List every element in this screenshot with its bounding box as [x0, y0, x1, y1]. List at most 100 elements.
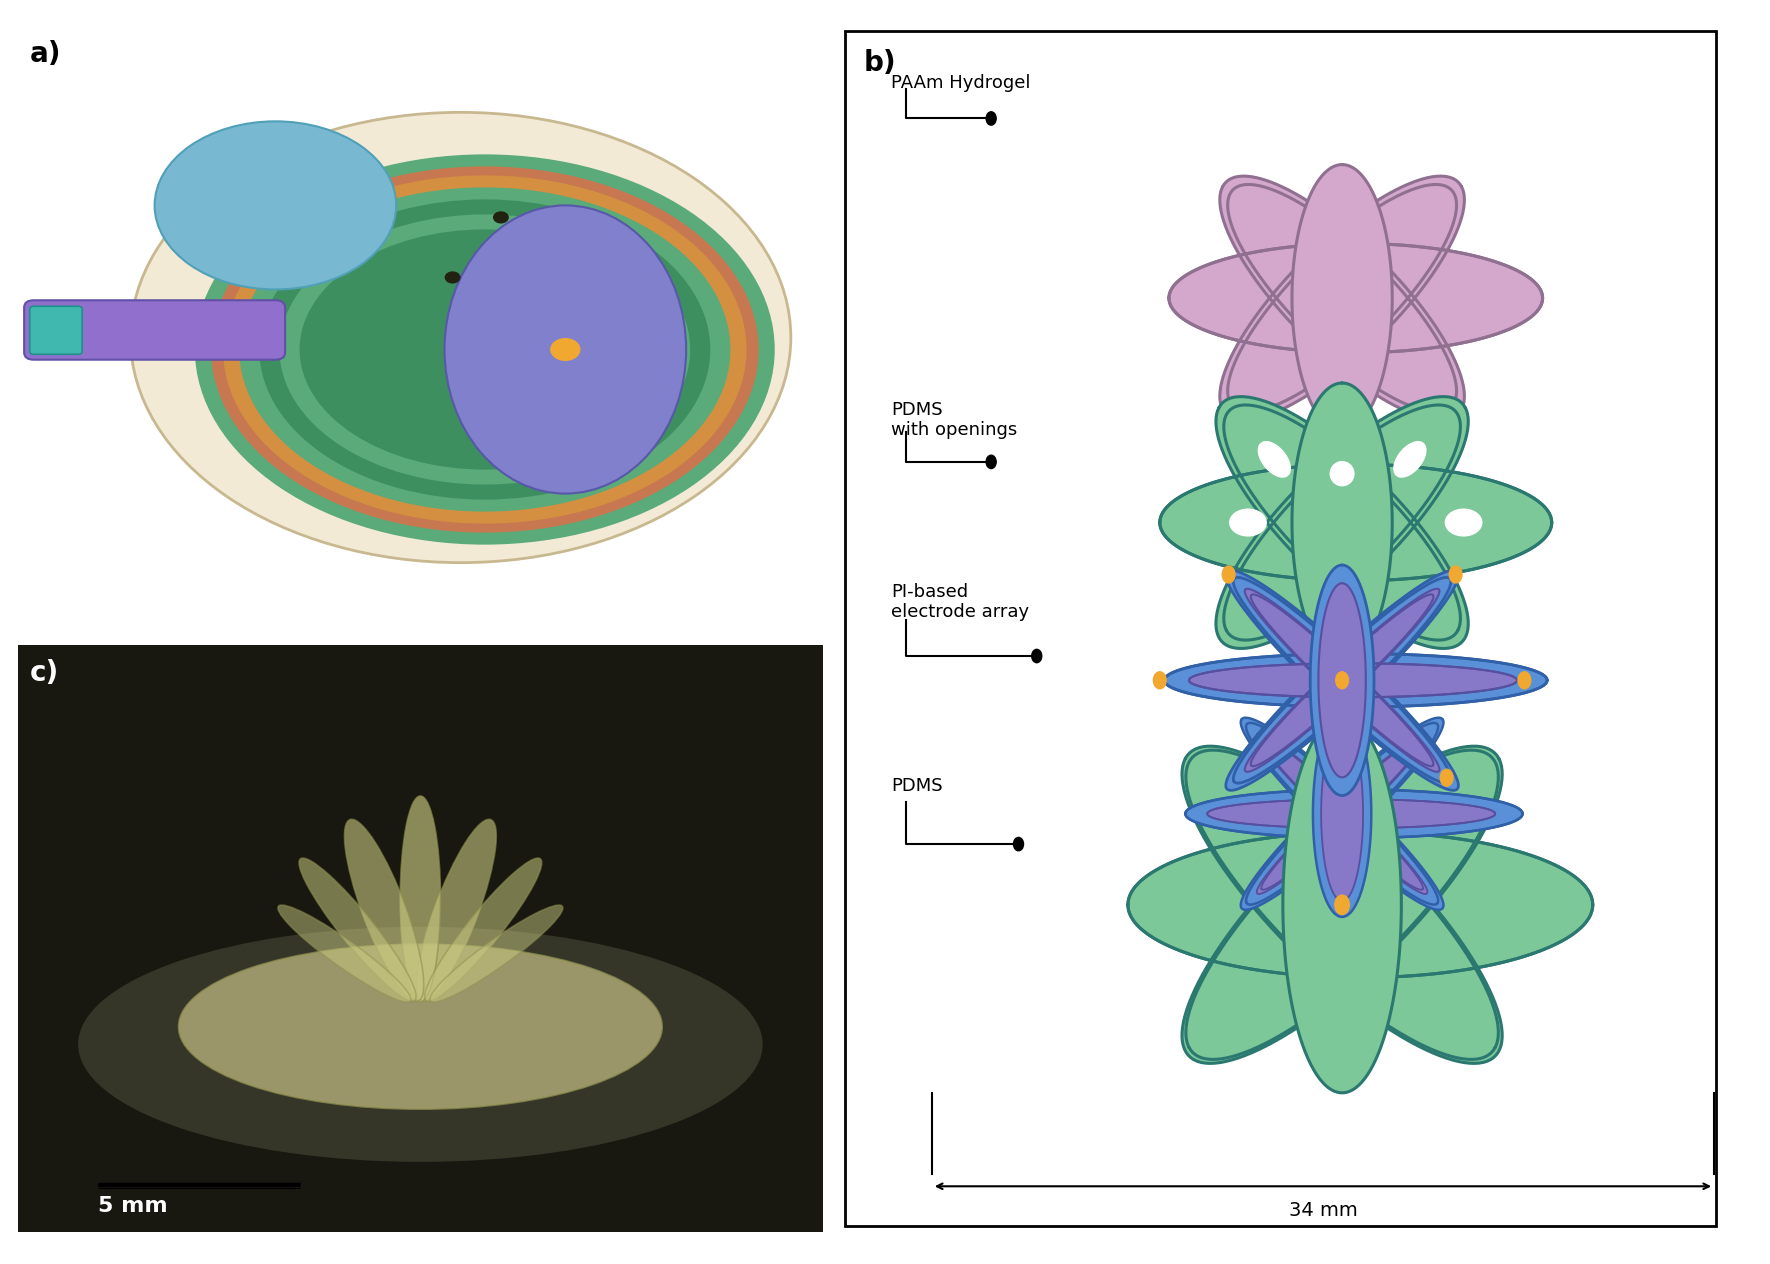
Polygon shape [1246, 723, 1437, 905]
Polygon shape [1329, 627, 1356, 733]
Circle shape [446, 272, 460, 283]
Polygon shape [1165, 653, 1547, 707]
Polygon shape [1308, 820, 1377, 990]
Ellipse shape [278, 905, 411, 1002]
Ellipse shape [179, 944, 662, 1109]
Polygon shape [1234, 578, 1451, 784]
Polygon shape [1189, 664, 1517, 698]
Polygon shape [1207, 799, 1496, 828]
Polygon shape [1159, 464, 1552, 580]
Text: 34 mm: 34 mm [1289, 1201, 1358, 1220]
Polygon shape [1292, 164, 1393, 431]
Polygon shape [1228, 185, 1457, 412]
Polygon shape [1186, 790, 1522, 838]
Ellipse shape [154, 121, 396, 289]
Circle shape [1335, 895, 1349, 914]
Polygon shape [1308, 219, 1377, 377]
Text: a): a) [30, 40, 62, 68]
Polygon shape [1159, 464, 1552, 580]
Ellipse shape [1258, 441, 1290, 477]
Circle shape [1336, 671, 1349, 689]
Polygon shape [1257, 733, 1427, 894]
Polygon shape [1310, 450, 1374, 595]
Ellipse shape [239, 187, 731, 512]
Polygon shape [1331, 767, 1354, 860]
Ellipse shape [444, 206, 687, 493]
Polygon shape [1234, 578, 1451, 784]
Text: 5 mm: 5 mm [99, 1196, 168, 1216]
Text: PDMS: PDMS [890, 777, 942, 795]
Ellipse shape [1446, 509, 1481, 536]
Polygon shape [1257, 733, 1427, 894]
Circle shape [1223, 566, 1235, 583]
Polygon shape [1313, 710, 1372, 916]
Ellipse shape [260, 200, 710, 499]
Polygon shape [1244, 589, 1439, 772]
Polygon shape [1216, 397, 1469, 648]
Polygon shape [1168, 244, 1543, 353]
Text: PDMS
with openings: PDMS with openings [890, 401, 1018, 440]
Polygon shape [1182, 746, 1503, 1063]
Polygon shape [1220, 176, 1464, 420]
Text: c): c) [30, 660, 58, 688]
Ellipse shape [131, 112, 791, 562]
Polygon shape [1165, 653, 1547, 707]
Polygon shape [1227, 570, 1458, 790]
Polygon shape [1244, 589, 1439, 772]
Polygon shape [1251, 594, 1434, 766]
Circle shape [1450, 566, 1462, 583]
Circle shape [1519, 671, 1531, 689]
Polygon shape [1251, 594, 1434, 766]
Circle shape [494, 212, 508, 222]
Ellipse shape [430, 905, 563, 1002]
Ellipse shape [211, 167, 759, 532]
Circle shape [1441, 770, 1453, 786]
Polygon shape [1241, 718, 1444, 910]
Polygon shape [1189, 664, 1517, 698]
Ellipse shape [78, 927, 763, 1162]
Ellipse shape [345, 819, 423, 1001]
Text: b): b) [864, 49, 896, 77]
Circle shape [986, 111, 997, 125]
Polygon shape [1228, 185, 1457, 412]
Ellipse shape [195, 154, 775, 545]
Polygon shape [1320, 727, 1363, 901]
Ellipse shape [223, 176, 747, 523]
Polygon shape [1186, 750, 1499, 1059]
Ellipse shape [400, 796, 441, 1001]
Polygon shape [1262, 738, 1423, 890]
Polygon shape [1223, 404, 1460, 640]
FancyBboxPatch shape [25, 301, 285, 360]
Polygon shape [1223, 404, 1460, 640]
Polygon shape [1262, 738, 1423, 890]
FancyBboxPatch shape [30, 306, 81, 354]
Ellipse shape [418, 819, 496, 1001]
Polygon shape [1186, 750, 1499, 1059]
Polygon shape [1310, 565, 1374, 795]
Text: PAAm Hydrogel: PAAm Hydrogel [890, 73, 1030, 91]
Polygon shape [1292, 383, 1393, 662]
Polygon shape [1283, 717, 1402, 1093]
Ellipse shape [1331, 461, 1354, 485]
Ellipse shape [299, 230, 671, 470]
Ellipse shape [1393, 441, 1427, 477]
Polygon shape [1127, 832, 1593, 977]
Polygon shape [1227, 570, 1458, 790]
Circle shape [986, 455, 997, 469]
Polygon shape [1216, 397, 1469, 648]
Ellipse shape [280, 215, 690, 484]
Circle shape [550, 339, 581, 360]
Circle shape [1154, 671, 1166, 689]
Text: PI-based
electrode array: PI-based electrode array [890, 583, 1028, 622]
Ellipse shape [299, 858, 416, 1001]
Polygon shape [1186, 790, 1522, 838]
Ellipse shape [1230, 509, 1266, 536]
Polygon shape [1322, 617, 1363, 743]
Polygon shape [1182, 746, 1503, 1063]
Polygon shape [1246, 723, 1439, 905]
Polygon shape [1207, 799, 1496, 828]
Polygon shape [1168, 244, 1543, 353]
Polygon shape [1241, 718, 1443, 910]
Polygon shape [1127, 832, 1593, 977]
Polygon shape [1324, 758, 1361, 870]
